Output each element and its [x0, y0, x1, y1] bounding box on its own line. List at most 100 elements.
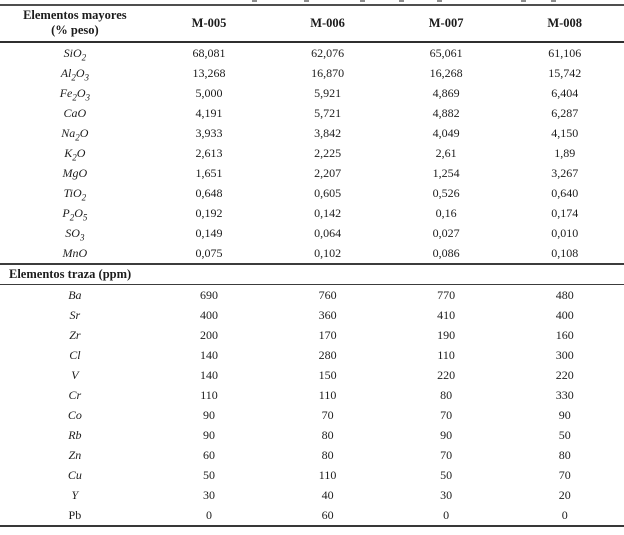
table-row: MgO 1,651 2,207 1,254 3,267	[0, 163, 624, 183]
table-row: Y 30 40 30 20	[0, 485, 624, 505]
row-label: V	[71, 367, 79, 382]
value-cell: 30	[440, 487, 453, 502]
value-cell: 200	[200, 327, 219, 342]
value-cell: 0,075	[195, 245, 223, 260]
row-label: Zr	[69, 327, 81, 342]
value-cell: 400	[555, 307, 574, 322]
value-cell: 330	[555, 387, 574, 402]
value-cell: 0,192	[195, 205, 223, 220]
value-cell: 2,61	[435, 145, 457, 160]
row-label: CaO	[63, 105, 87, 120]
value-cell: 90	[203, 427, 216, 442]
value-cell: 90	[203, 407, 216, 422]
header-sample-m008: M-008	[505, 5, 624, 43]
value-cell: 0,174	[551, 205, 579, 220]
row-label: K2O	[64, 145, 86, 162]
value-cell: 0,108	[551, 245, 579, 260]
table-row: Pb 0 60 0 0	[0, 505, 624, 526]
table-row: P2O5 0,192 0,142 0,16 0,174	[0, 203, 624, 223]
row-label: SiO2	[63, 45, 87, 62]
section-title-row: Elementos traza (ppm)	[0, 263, 624, 285]
table-row: Ba 690 760 770 480	[0, 285, 624, 306]
value-cell: 1,254	[432, 165, 460, 180]
cropped-caption-remnant	[0, 0, 624, 3]
value-cell: 15,742	[548, 65, 582, 80]
value-cell: 20	[558, 487, 571, 502]
value-cell: 220	[437, 367, 456, 382]
value-cell: 0,526	[432, 185, 460, 200]
value-cell: 5,921	[314, 85, 342, 100]
table-row: SiO2 68,081 62,076 65,061 61,106	[0, 42, 624, 63]
value-cell: 3,842	[314, 125, 342, 140]
value-cell: 690	[200, 287, 219, 302]
table-row: Cl 140 280 110 300	[0, 345, 624, 365]
value-cell: 4,191	[195, 105, 223, 120]
value-cell: 1,651	[195, 165, 223, 180]
value-cell: 5,000	[195, 85, 223, 100]
row-label: TiO2	[63, 185, 87, 202]
header-sample-m007: M-007	[386, 5, 506, 43]
table-row: Zr 200 170 190 160	[0, 325, 624, 345]
value-cell: 80	[440, 387, 453, 402]
header-row: Elementos mayores (% peso) M-005 M-006 M…	[0, 5, 624, 43]
row-label: Sr	[69, 307, 81, 322]
value-cell: 4,150	[551, 125, 579, 140]
value-cell: 70	[440, 447, 453, 462]
value-cell: 0,064	[314, 225, 342, 240]
row-label: Na2O	[61, 125, 89, 142]
caption-fragment-mark	[521, 0, 526, 2]
table-row: Cu 50 110 50 70	[0, 465, 624, 485]
table-row: Rb 90 80 90 50	[0, 425, 624, 445]
value-cell: 90	[558, 407, 571, 422]
table-row: TiO2 0,648 0,605 0,526 0,640	[0, 183, 624, 203]
table-row: Al2O3 13,268 16,870 16,268 15,742	[0, 63, 624, 83]
value-cell: 190	[437, 327, 456, 342]
value-cell: 0	[561, 507, 568, 522]
value-cell: 0,086	[432, 245, 460, 260]
value-cell: 160	[555, 327, 574, 342]
value-cell: 16,870	[311, 65, 345, 80]
value-cell: 16,268	[429, 65, 463, 80]
value-cell: 0,102	[314, 245, 342, 260]
value-cell: 50	[203, 467, 216, 482]
value-cell: 300	[555, 347, 574, 362]
value-cell: 480	[555, 287, 574, 302]
row-label: Rb	[68, 427, 82, 442]
row-label: Cl	[69, 347, 81, 362]
value-cell: 0,149	[195, 225, 223, 240]
row-label: P2O5	[62, 205, 88, 222]
value-cell: 70	[440, 407, 453, 422]
value-cell: 0,16	[435, 205, 457, 220]
value-cell: 50	[440, 467, 453, 482]
value-cell: 0,027	[432, 225, 460, 240]
table-body: SiO2 68,081 62,076 65,061 61,106 Al2O3 13,268 1…	[0, 42, 624, 526]
row-label: MgO	[62, 165, 88, 180]
value-cell: 400	[200, 307, 219, 322]
row-label: Zn	[68, 447, 82, 462]
value-cell: 5,721	[314, 105, 342, 120]
value-cell: 60	[203, 447, 216, 462]
value-cell: 4,869	[432, 85, 460, 100]
value-cell: 770	[437, 287, 456, 302]
table-row: MnO 0,075 0,102 0,086 0,108	[0, 243, 624, 264]
value-cell: 80	[558, 447, 571, 462]
table-row: Fe2O3 5,000 5,921 4,869 6,404	[0, 83, 624, 103]
header-sample-m005: M-005	[149, 5, 269, 43]
caption-fragment-mark	[399, 0, 404, 2]
table-row: SO3 0,149 0,064 0,027 0,010	[0, 223, 624, 243]
value-cell: 68,081	[192, 45, 226, 60]
row-label: Pb	[68, 507, 82, 522]
caption-fragment-mark	[360, 0, 365, 2]
value-cell: 140	[200, 347, 219, 362]
value-cell: 760	[318, 287, 337, 302]
header-sample-m006: M-006	[268, 5, 387, 43]
value-cell: 360	[318, 307, 337, 322]
row-label: SO3	[65, 225, 85, 242]
value-cell: 40	[321, 487, 334, 502]
value-cell: 410	[437, 307, 456, 322]
table-row: CaO 4,191 5,721 4,882 6,287	[0, 103, 624, 123]
value-cell: 110	[200, 387, 218, 402]
value-cell: 0,010	[551, 225, 579, 240]
value-cell: 80	[321, 427, 334, 442]
row-label: Fe2O3	[59, 85, 91, 102]
